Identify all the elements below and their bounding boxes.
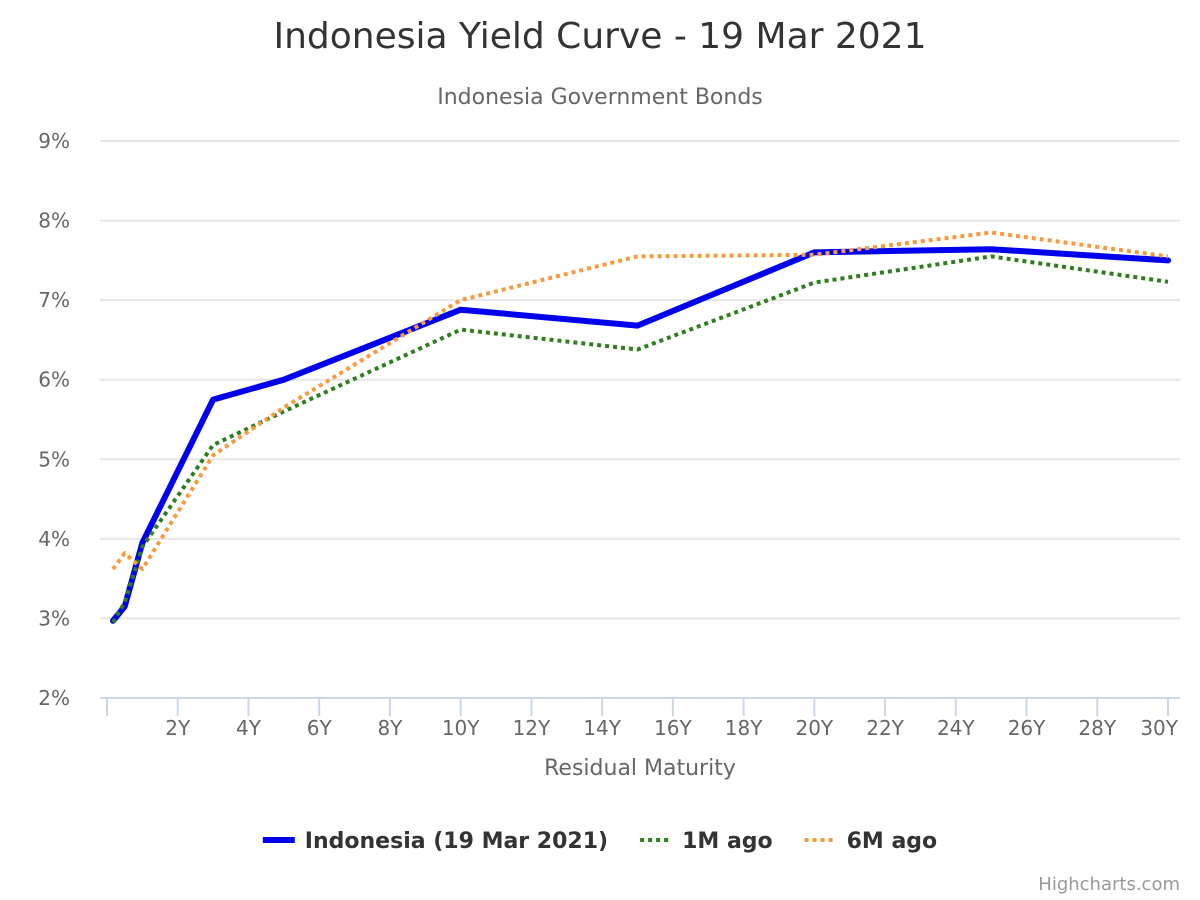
x-tick-label: 22Y	[866, 716, 904, 740]
x-tick-label: 8Y	[377, 716, 403, 740]
y-tick-label: 8%	[38, 209, 70, 233]
y-tick-label: 3%	[38, 606, 70, 630]
chart-title: Indonesia Yield Curve - 19 Mar 2021	[273, 16, 926, 57]
chart-subtitle: Indonesia Government Bonds	[437, 85, 763, 110]
x-tick-label: 18Y	[725, 716, 763, 740]
legend: Indonesia (19 Mar 2021) 1M ago 6M ago	[262, 829, 938, 854]
x-tick-label: 4Y	[236, 716, 262, 740]
x-tick-label: 28Y	[1078, 716, 1116, 740]
x-axis-title: Residual Maturity	[544, 756, 736, 781]
x-tick-label: 6Y	[307, 716, 333, 740]
series-line-0[interactable]	[110, 246, 1171, 624]
credits-link[interactable]: Highcharts.com	[1038, 874, 1180, 895]
y-tick-label: 7%	[38, 288, 70, 312]
x-tick-label: 12Y	[513, 716, 551, 740]
x-tick-label: 14Y	[583, 716, 621, 740]
y-tick-label: 9%	[38, 129, 70, 153]
legend-item-0[interactable]: Indonesia (19 Mar 2021)	[262, 829, 608, 854]
x-tick-label: 26Y	[1008, 716, 1046, 740]
axis-layer: 2% 3% 4% 5% 6% 7% 8% 9% 2Y 4Y 6Y 8Y 10Y 12Y 14Y 16Y 18Y 2…	[38, 129, 1179, 740]
y-tick-label: 6%	[38, 368, 70, 392]
legend-label: 6M ago	[847, 829, 938, 854]
x-tick-label: 24Y	[937, 716, 975, 740]
legend-item-2[interactable]: 6M ago	[804, 829, 938, 854]
legend-item-1[interactable]: 1M ago	[640, 829, 773, 854]
y-tick-label: 2%	[38, 686, 70, 710]
series-line-1[interactable]	[111, 254, 1169, 624]
x-tick-label: 2Y	[165, 716, 191, 740]
x-tick-label: 10Y	[442, 716, 480, 740]
series-layer	[110, 230, 1171, 624]
y-tick-label: 5%	[38, 447, 70, 471]
grid-layer	[100, 140, 1180, 699]
x-tick-label: 30Y	[1140, 716, 1178, 740]
x-tick-label: 20Y	[795, 716, 833, 740]
x-tick-label: 16Y	[654, 716, 692, 740]
legend-label: 1M ago	[682, 829, 773, 854]
legend-label: Indonesia (19 Mar 2021)	[305, 829, 608, 854]
y-tick-label: 4%	[38, 527, 70, 551]
series-line-2[interactable]	[111, 230, 1169, 572]
